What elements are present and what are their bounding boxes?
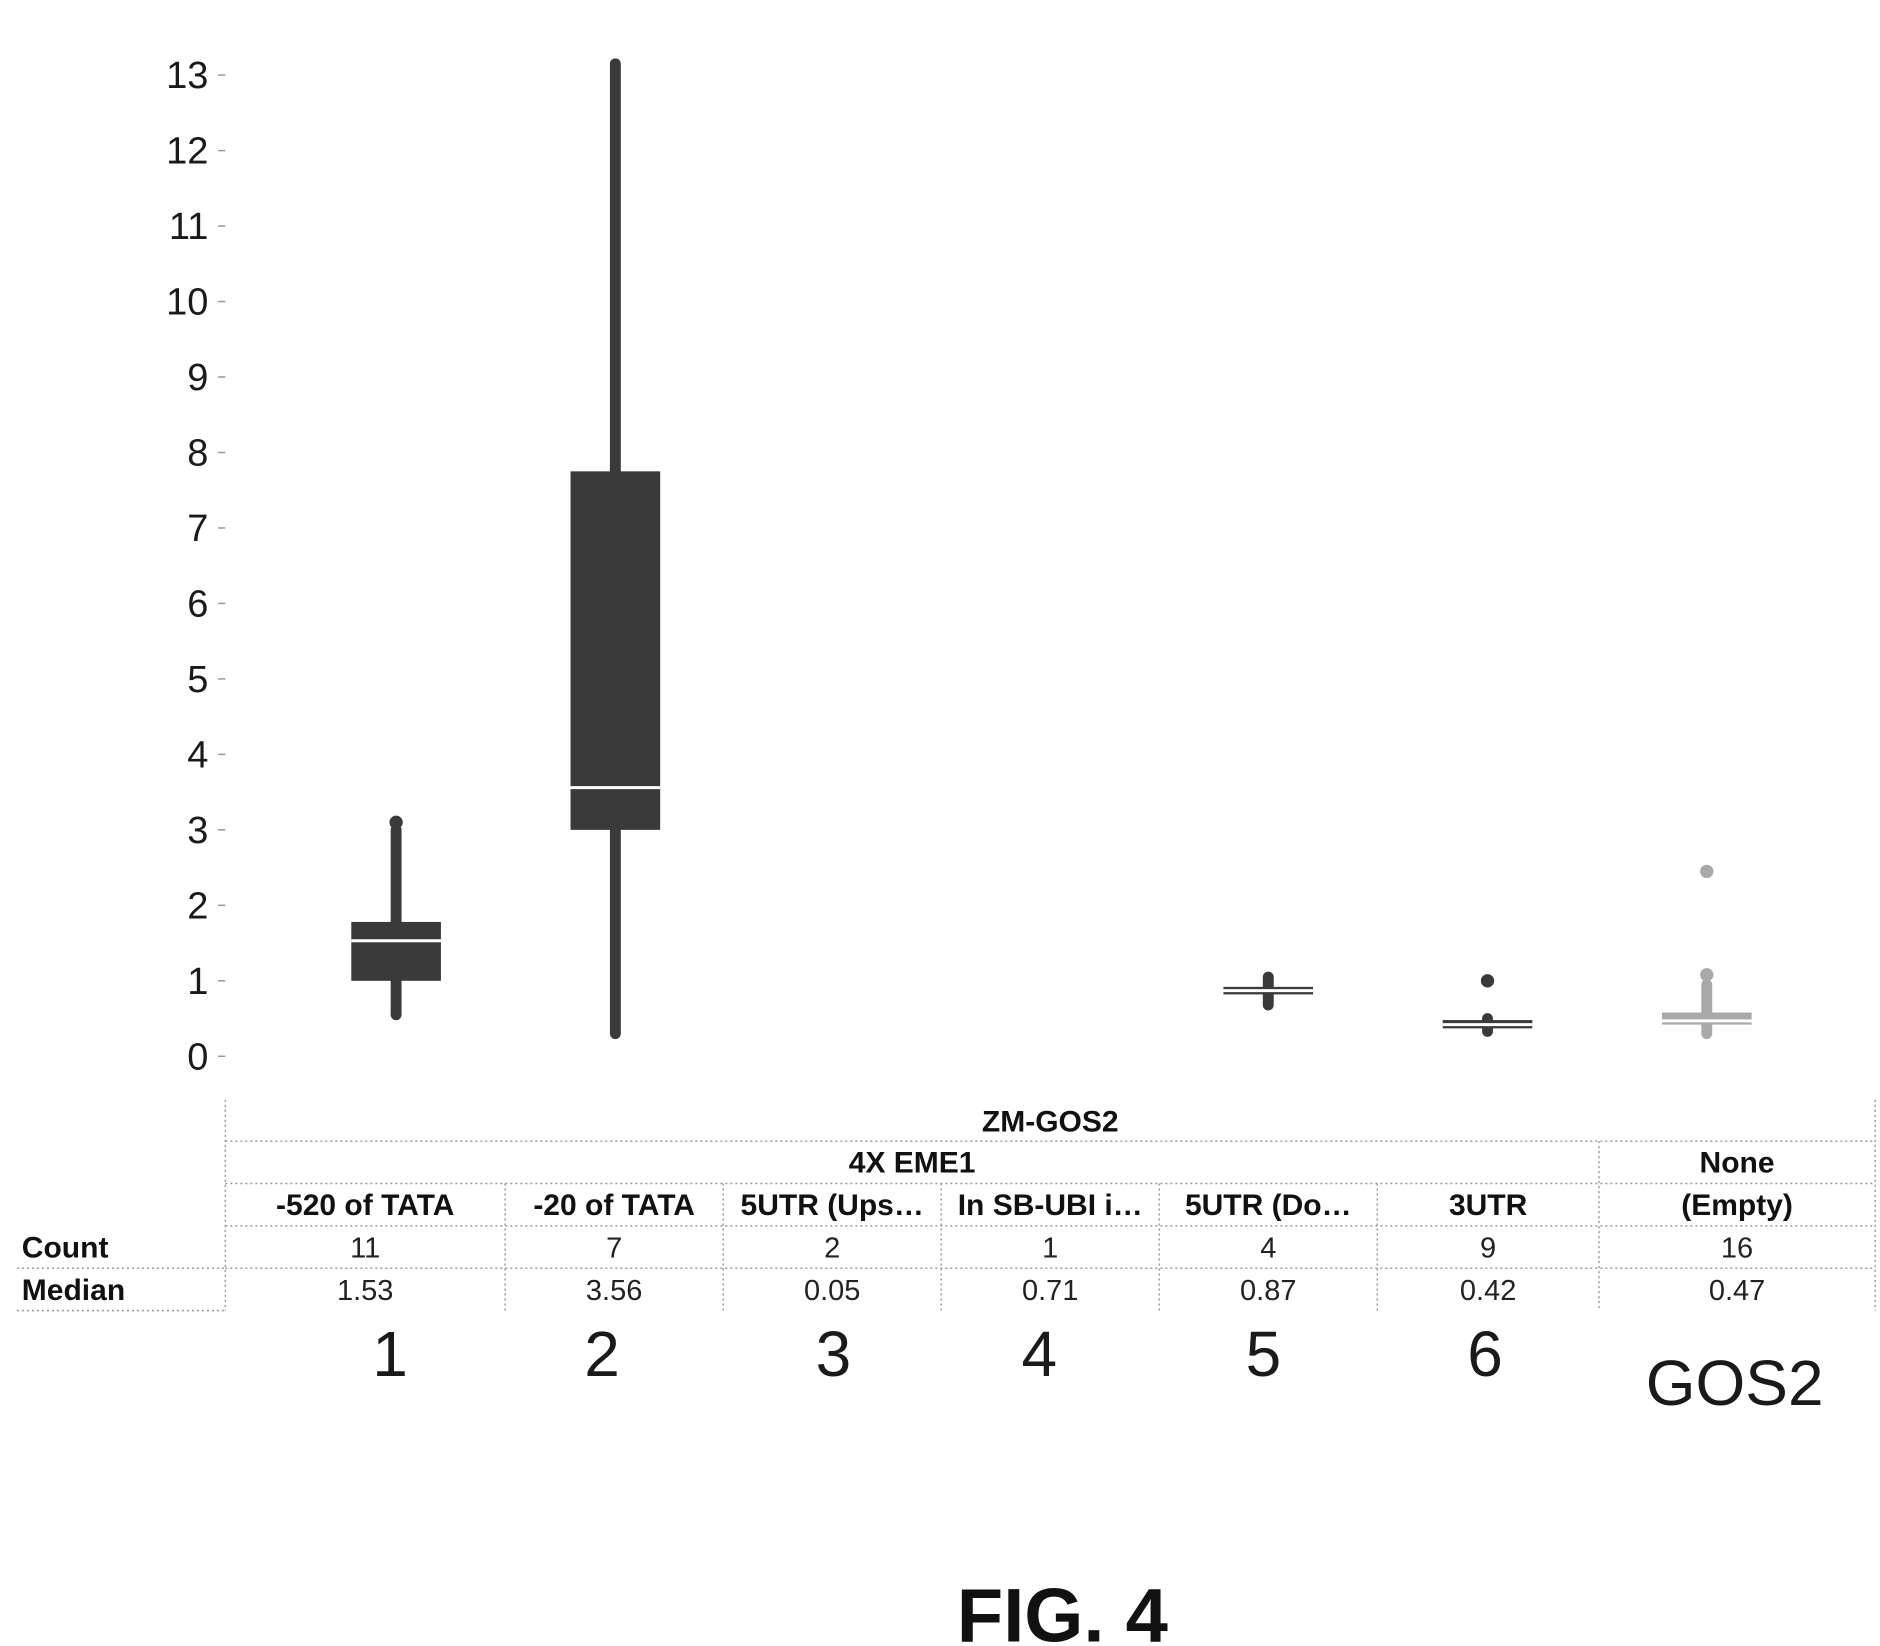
y-tick-label: 10 [166,282,208,324]
table-group-label: 3UTR [1449,1189,1528,1222]
group-ordinal: 5 [1246,1318,1282,1390]
y-tick-label: 2 [187,885,208,927]
y-tick-label: 3 [187,810,208,852]
group-ordinal: 3 [816,1318,852,1390]
group-ordinal: 6 [1467,1318,1503,1390]
outlier-point-7 [1700,864,1714,879]
table-group-label: In SB-UBI i… [958,1189,1143,1222]
count-value: 11 [350,1232,380,1264]
count-value: 1 [1042,1232,1058,1264]
outlier-point-6 [1480,974,1495,988]
count-value: 9 [1480,1232,1496,1264]
group-ordinal: 2 [584,1318,620,1390]
table-header-zm-gos2: ZM-GOS2 [982,1105,1119,1138]
table-group-label: -20 of TATA [533,1189,695,1222]
group-ordinal: 1 [372,1318,408,1390]
box-7 [1661,1012,1752,1025]
y-tick-label: 0 [187,1036,208,1078]
y-tick-label: 7 [187,508,208,550]
count-value: 2 [824,1232,840,1264]
y-tick-label: 1 [187,961,208,1003]
count-value: 4 [1260,1232,1276,1264]
box-2 [570,471,661,830]
median-value: 0.47 [1709,1275,1765,1307]
table-group-label: 5UTR (Do… [1185,1189,1352,1222]
median-value: 0.42 [1460,1275,1516,1307]
plot-area [351,58,1752,1040]
median-value: 0.71 [1022,1275,1078,1307]
group-ordinal: GOS2 [1646,1347,1824,1419]
y-tick-label: 11 [169,206,208,248]
y-tick-label: 12 [166,131,208,173]
y-tick-label: 6 [187,583,208,625]
outlier-point-7 [1700,968,1714,982]
figure-label: FIG. 4 [957,1573,1168,1646]
table-group-label: (Empty) [1681,1189,1793,1222]
y-tick-label: 13 [166,55,208,97]
y-tick-label: 8 [187,432,208,474]
y-tick-label: 9 [187,357,208,399]
median-value: 1.53 [337,1275,393,1307]
median-value: 0.05 [804,1275,860,1307]
row-label-median: Median [22,1274,125,1307]
outlier-point-1 [389,815,403,829]
count-value: 16 [1721,1232,1753,1264]
median-value: 3.56 [586,1275,642,1307]
table-group-label: 5UTR (Ups… [741,1189,924,1222]
row-label-count: Count [22,1231,109,1264]
group-ordinal: 4 [1022,1318,1058,1390]
table-header-level2: None [1700,1147,1775,1180]
y-tick-label: 5 [187,659,208,701]
summary-table: ZM-GOS2 Count Median 4X EME1 None -520 of … [16,1099,1876,1312]
table-header-level2: 4X EME1 [849,1147,976,1180]
group-ordinals: 1 2 3 4 5 6 GOS2 [372,1318,1823,1419]
median-value: 0.87 [1240,1275,1296,1307]
count-value: 7 [606,1232,622,1264]
y-tick-label: 4 [187,734,208,776]
box-1 [351,921,441,981]
table-group-label: -520 of TATA [276,1189,454,1222]
